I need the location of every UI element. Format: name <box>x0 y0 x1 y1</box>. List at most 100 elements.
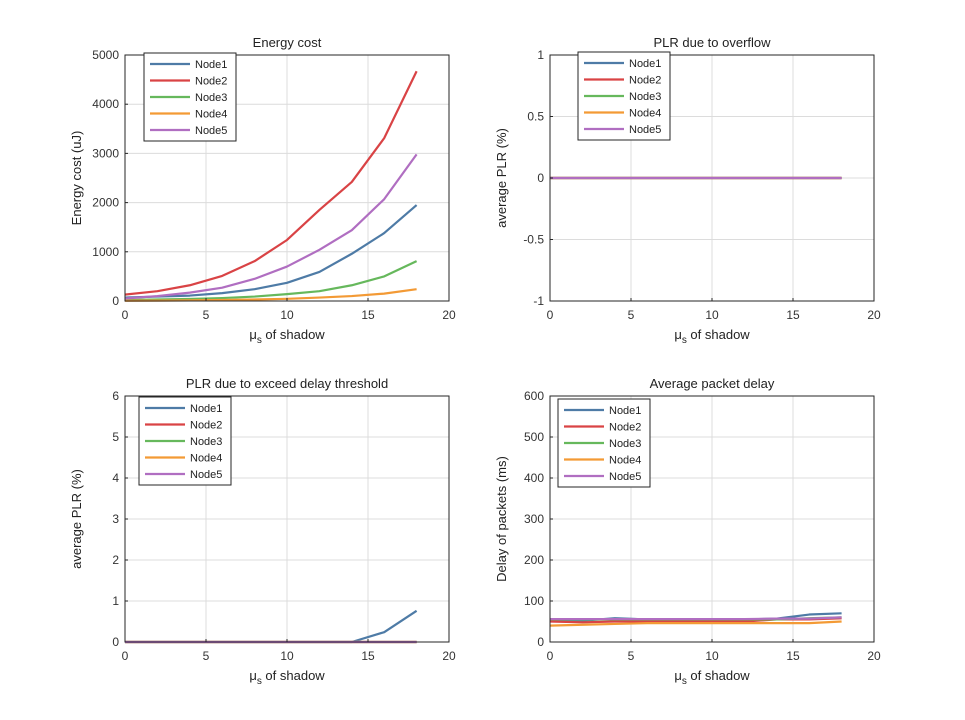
y-tick-label: 0.5 <box>527 110 544 124</box>
y-tick-label: 200 <box>524 553 544 567</box>
x-tick-label: 20 <box>442 308 456 322</box>
x-axis-label: μs of shadow <box>674 668 750 687</box>
chart-average-packet-delay: Average packet delay Delay of packets (m… <box>494 376 881 687</box>
legend-label: Node4 <box>195 109 227 121</box>
legend-label: Node1 <box>190 403 222 415</box>
y-tick-label: 4 <box>112 471 119 485</box>
x-axis-label-rest: of shadow <box>262 668 325 683</box>
x-axis-label: μs of shadow <box>674 327 750 346</box>
chart-plr-overflow: PLR due to overflow average PLR (%) μs o… <box>494 35 881 346</box>
x-axis-label-mu: μ <box>674 327 682 342</box>
series-line-node5 <box>124 153 418 300</box>
x-axis-label-subscript: s <box>682 676 687 687</box>
y-tick-label: 100 <box>524 594 544 608</box>
chart-title: PLR due to exceed delay threshold <box>186 376 388 391</box>
ticks: 0 5 10 15 20 0 1000 2000 3000 4000 5000 <box>92 48 456 322</box>
y-tick-label: -1 <box>533 294 544 308</box>
ticks: 0 5 10 15 20 0 1 2 3 4 5 6 <box>112 389 456 663</box>
legend-label: Node2 <box>195 76 227 88</box>
x-axis-label-rest: of shadow <box>687 668 750 683</box>
legend-label: Node1 <box>609 405 641 417</box>
chart-title: Energy cost <box>253 35 322 50</box>
x-tick-label: 15 <box>361 308 375 322</box>
legend-label: Node4 <box>629 108 661 120</box>
legend-label: Node3 <box>190 436 222 448</box>
x-tick-label: 10 <box>705 649 719 663</box>
x-axis-label-rest: of shadow <box>262 327 325 342</box>
y-axis-label: average PLR (%) <box>69 469 84 569</box>
legend-label: Node2 <box>629 75 661 87</box>
y-tick-label: 1 <box>537 48 544 62</box>
y-tick-label: -0.5 <box>523 233 544 247</box>
x-tick-label: 0 <box>122 308 129 322</box>
x-tick-label: 20 <box>442 649 456 663</box>
x-tick-label: 10 <box>280 308 294 322</box>
y-tick-label: 6 <box>112 389 119 403</box>
chart-title: Average packet delay <box>650 376 775 391</box>
x-tick-label: 20 <box>867 649 881 663</box>
x-axis-label-subscript: s <box>257 335 262 346</box>
y-axis-label: average PLR (%) <box>494 128 509 228</box>
x-axis-label-rest: of shadow <box>687 327 750 342</box>
y-axis-label: Delay of packets (ms) <box>494 456 509 582</box>
legend-label: Node3 <box>629 91 661 103</box>
x-tick-label: 15 <box>786 649 800 663</box>
x-axis-label: μs of shadow <box>249 668 325 687</box>
ticks: 0 5 10 15 20 -1 -0.5 0 0.5 1 <box>523 48 881 322</box>
series-line-node3 <box>124 260 418 302</box>
legend: Node1 Node2 Node3 Node4 Node5 <box>143 52 237 142</box>
y-tick-label: 0 <box>112 635 119 649</box>
chart-title: PLR due to overflow <box>653 35 771 50</box>
legend: Node1 Node2 Node3 Node4 Node5 <box>577 51 671 141</box>
x-tick-label: 5 <box>628 308 635 322</box>
x-tick-label: 15 <box>786 308 800 322</box>
chart-plr-delay-threshold: PLR due to exceed delay threshold averag… <box>69 376 456 687</box>
y-tick-label: 2 <box>112 553 119 567</box>
legend-label: Node1 <box>629 58 661 70</box>
legend-label: Node5 <box>629 124 661 136</box>
chart-energy-cost: Energy cost Energy cost (uJ) μs of shado… <box>69 35 456 346</box>
x-tick-label: 5 <box>203 308 210 322</box>
y-tick-label: 3 <box>112 512 119 526</box>
y-tick-label: 3000 <box>92 146 119 160</box>
y-tick-label: 5000 <box>92 48 119 62</box>
x-tick-label: 15 <box>361 649 375 663</box>
x-axis-label: μs of shadow <box>249 327 325 346</box>
series-group <box>549 612 842 627</box>
x-tick-label: 20 <box>867 308 881 322</box>
y-tick-label: 2000 <box>92 196 119 210</box>
legend-label: Node4 <box>609 455 641 467</box>
y-tick-label: 5 <box>112 430 119 444</box>
y-tick-label: 300 <box>524 512 544 526</box>
x-tick-label: 0 <box>547 308 554 322</box>
x-tick-label: 0 <box>122 649 129 663</box>
y-tick-label: 500 <box>524 430 544 444</box>
legend: Node1 Node2 Node3 Node4 Node5 <box>138 396 232 486</box>
legend-label: Node4 <box>190 453 222 465</box>
x-axis-label-mu: μ <box>249 327 257 342</box>
y-tick-label: 1000 <box>92 245 119 259</box>
legend-label: Node5 <box>190 469 222 481</box>
legend-label: Node5 <box>195 125 227 137</box>
x-tick-label: 0 <box>547 649 554 663</box>
legend-label: Node1 <box>195 59 227 71</box>
legend: Node1 Node2 Node3 Node4 Node5 <box>557 398 651 488</box>
y-axis-label: Energy cost (uJ) <box>69 131 84 226</box>
legend-label: Node5 <box>609 471 641 483</box>
legend-label: Node2 <box>190 420 222 432</box>
x-tick-label: 10 <box>280 649 294 663</box>
legend-label: Node3 <box>609 438 641 450</box>
x-tick-label: 5 <box>628 649 635 663</box>
series-line-node5 <box>550 616 842 621</box>
x-tick-label: 10 <box>705 308 719 322</box>
y-tick-label: 600 <box>524 389 544 403</box>
x-axis-label-mu: μ <box>674 668 682 683</box>
y-tick-label: 400 <box>524 471 544 485</box>
x-axis-label-mu: μ <box>249 668 257 683</box>
x-tick-label: 5 <box>203 649 210 663</box>
y-tick-label: 0 <box>537 635 544 649</box>
x-axis-label-subscript: s <box>682 335 687 346</box>
series-line-node2 <box>124 70 418 296</box>
